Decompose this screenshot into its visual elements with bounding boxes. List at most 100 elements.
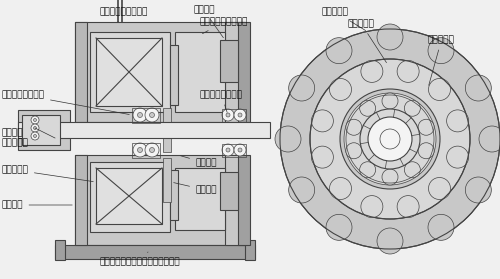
- Bar: [96, 168, 162, 224]
- Text: ニードル
ベアリング: ニードル ベアリング: [2, 128, 29, 148]
- Circle shape: [31, 132, 39, 140]
- Bar: [163, 158, 171, 202]
- Circle shape: [326, 38, 352, 64]
- Circle shape: [466, 177, 491, 203]
- Circle shape: [288, 75, 314, 101]
- Bar: [175, 168, 225, 230]
- Circle shape: [234, 144, 246, 156]
- Bar: [222, 144, 246, 157]
- Circle shape: [310, 59, 470, 219]
- Text: 第１回転子（入力）: 第１回転子（入力）: [100, 8, 148, 22]
- Circle shape: [344, 93, 436, 185]
- Circle shape: [238, 113, 242, 117]
- Text: 永久磁石: 永久磁石: [174, 183, 216, 194]
- Bar: [22, 115, 60, 145]
- Circle shape: [361, 196, 383, 218]
- Circle shape: [360, 162, 376, 178]
- Circle shape: [479, 126, 500, 152]
- Bar: [238, 155, 250, 245]
- Bar: [18, 110, 70, 150]
- Bar: [220, 172, 238, 210]
- Bar: [170, 45, 178, 105]
- Bar: [163, 108, 171, 152]
- Circle shape: [368, 117, 412, 161]
- Text: 励磁コイル: 励磁コイル: [2, 165, 94, 182]
- Circle shape: [397, 60, 419, 82]
- Text: 外側磁極: 外側磁極: [193, 6, 224, 38]
- Bar: [96, 38, 162, 106]
- Circle shape: [404, 162, 420, 178]
- Bar: [225, 22, 245, 122]
- Text: 第２回転子: 第２回転子: [428, 35, 455, 85]
- Circle shape: [312, 146, 334, 168]
- Circle shape: [150, 148, 154, 153]
- Circle shape: [34, 126, 36, 129]
- Bar: [75, 155, 245, 245]
- Circle shape: [133, 108, 147, 122]
- Circle shape: [288, 177, 314, 203]
- Bar: [75, 22, 245, 122]
- Bar: [90, 162, 170, 232]
- Circle shape: [428, 177, 450, 199]
- Bar: [90, 32, 170, 112]
- Circle shape: [428, 214, 454, 240]
- Circle shape: [275, 126, 301, 152]
- Text: カバー（無しの機種もあります）: カバー（無しの機種もあります）: [100, 252, 180, 266]
- Circle shape: [382, 169, 398, 185]
- Bar: [175, 32, 225, 112]
- Circle shape: [380, 129, 400, 149]
- Bar: [238, 22, 250, 122]
- Circle shape: [150, 112, 154, 117]
- Circle shape: [418, 119, 434, 135]
- Text: 第２回転子（出力）: 第２回転子（出力）: [200, 18, 248, 34]
- Circle shape: [346, 119, 362, 135]
- Circle shape: [361, 60, 383, 82]
- Circle shape: [31, 124, 39, 132]
- Circle shape: [145, 143, 159, 157]
- Circle shape: [446, 110, 468, 132]
- Circle shape: [377, 24, 403, 50]
- Circle shape: [138, 148, 142, 153]
- Circle shape: [446, 146, 468, 168]
- Circle shape: [222, 144, 234, 156]
- Circle shape: [222, 109, 234, 121]
- Circle shape: [133, 143, 147, 157]
- Circle shape: [382, 93, 398, 109]
- Text: 第１回転子: 第１回転子: [348, 20, 387, 63]
- Text: 第１回転子: 第１回転子: [322, 8, 366, 30]
- Bar: [220, 40, 238, 82]
- Circle shape: [330, 177, 351, 199]
- Bar: [75, 22, 87, 122]
- Circle shape: [238, 148, 242, 152]
- Text: ボールベアリング: ボールベアリング: [2, 90, 130, 114]
- Circle shape: [234, 109, 246, 121]
- Bar: [222, 109, 246, 122]
- Circle shape: [280, 29, 500, 249]
- Circle shape: [138, 112, 142, 117]
- Circle shape: [428, 78, 450, 100]
- Circle shape: [340, 89, 440, 189]
- Circle shape: [346, 143, 362, 159]
- Circle shape: [326, 214, 352, 240]
- Circle shape: [404, 100, 420, 116]
- Bar: [170, 170, 178, 220]
- Text: ボールベアリング: ボールベアリング: [200, 90, 243, 112]
- Bar: [132, 143, 160, 158]
- Circle shape: [31, 116, 39, 124]
- Circle shape: [360, 100, 376, 116]
- Circle shape: [330, 78, 351, 100]
- Circle shape: [34, 134, 36, 138]
- Bar: [225, 155, 245, 245]
- Bar: [75, 155, 87, 245]
- Circle shape: [226, 113, 230, 117]
- Circle shape: [397, 196, 419, 218]
- Text: 内側磁極: 内側磁極: [180, 156, 216, 167]
- Circle shape: [466, 75, 491, 101]
- Circle shape: [428, 38, 454, 64]
- Bar: [132, 108, 160, 123]
- Text: ステータ: ステータ: [2, 201, 72, 210]
- Circle shape: [377, 228, 403, 254]
- Bar: [245, 240, 255, 260]
- Circle shape: [418, 143, 434, 159]
- Circle shape: [226, 148, 230, 152]
